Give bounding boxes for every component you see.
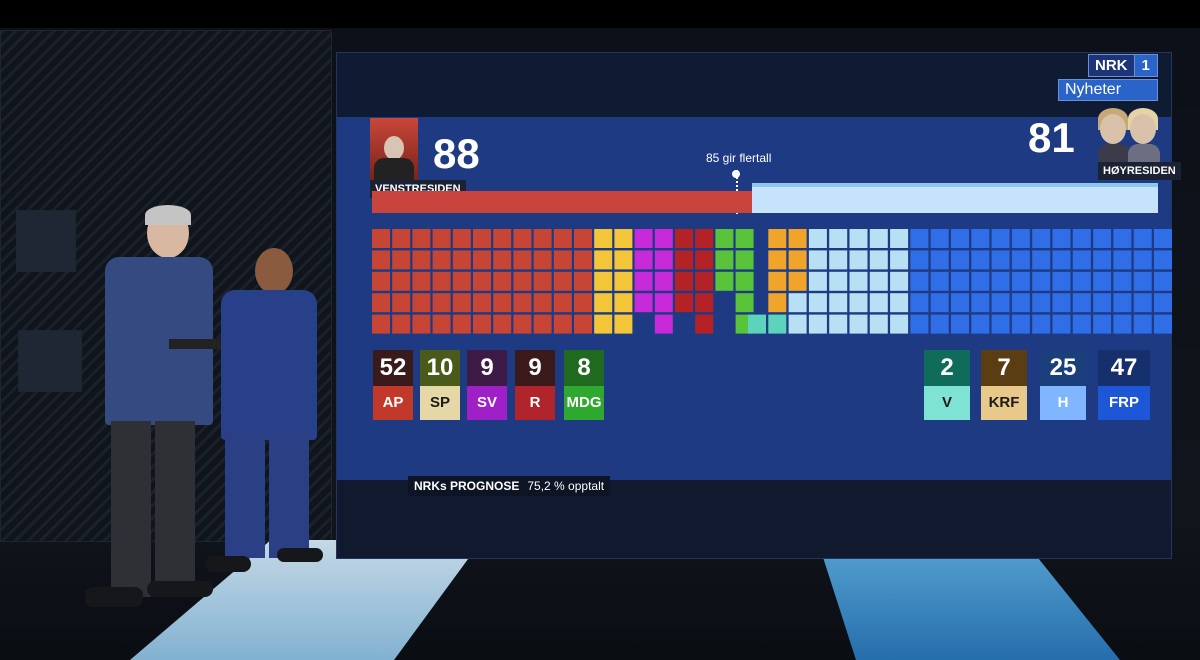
prognose-label: NRKs PROGNOSE: [414, 479, 520, 493]
party-seats: 8: [564, 350, 604, 386]
party-box-ap: 52 AP: [373, 350, 413, 420]
left-bloc-bar: [372, 191, 752, 213]
left-bloc-seats: 88: [433, 130, 480, 177]
party-seats: 9: [515, 350, 555, 386]
party-box-sp: 10 SP: [420, 350, 460, 420]
presenter-right: [205, 246, 325, 580]
majority-marker: [732, 170, 740, 178]
letterbox-top: [0, 0, 1200, 28]
party-seats: 47: [1098, 350, 1150, 386]
party-seats: 9: [467, 350, 507, 386]
party-abbr: AP: [373, 386, 413, 420]
right-bloc-bar: [752, 183, 1158, 213]
wall-panel: [18, 330, 82, 392]
left-bloc-portrait: [370, 118, 418, 180]
party-box-mdg: 8 MDG: [564, 350, 604, 420]
channel-number: 1: [1134, 54, 1158, 77]
program-name: Nyheter: [1058, 79, 1158, 101]
right-bloc-label: HØYRESIDEN: [1098, 162, 1181, 180]
prognose-bar: NRKs PROGNOSE 75,2 % opptalt: [408, 476, 611, 496]
party-seats: 25: [1040, 350, 1086, 386]
right-bloc-bar-edge: [752, 183, 1158, 187]
presenter-left: [85, 205, 235, 625]
party-abbr: R: [515, 386, 555, 420]
video-wall-header: [337, 53, 1171, 117]
party-abbr: H: [1040, 386, 1086, 420]
party-abbr: SV: [467, 386, 507, 420]
party-seats: 2: [924, 350, 970, 386]
party-abbr: SP: [420, 386, 460, 420]
party-box-sv: 9 SV: [467, 350, 507, 420]
channel-logo: NRK 1 Nyheter: [1058, 54, 1158, 101]
party-seats: 52: [373, 350, 413, 386]
party-abbr: KRF: [981, 386, 1027, 420]
party-box-krf: 7 KRF: [981, 350, 1027, 420]
right-bloc-seats: 81: [1028, 114, 1075, 161]
wall-panel: [16, 210, 76, 272]
party-abbr: V: [924, 386, 970, 420]
majority-label: 85 gir flertall: [706, 151, 772, 165]
party-box-h: 25 H: [1040, 350, 1086, 420]
nrk-logo: NRK: [1088, 54, 1135, 77]
party-seats: 7: [981, 350, 1027, 386]
party-box-frp: 47 FRP: [1098, 350, 1150, 420]
party-seats: 10: [420, 350, 460, 386]
counted-percent: 75,2 % opptalt: [527, 479, 605, 493]
party-abbr: FRP: [1098, 386, 1150, 420]
party-abbr: MDG: [564, 386, 604, 420]
right-bloc-portrait: [1098, 108, 1160, 164]
